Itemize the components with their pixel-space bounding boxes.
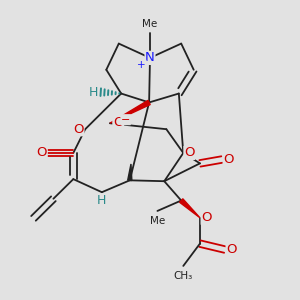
Text: O: O: [201, 211, 212, 224]
Text: O: O: [37, 146, 47, 160]
Text: H: H: [97, 194, 106, 207]
Text: CH₃: CH₃: [174, 271, 193, 281]
Polygon shape: [180, 199, 200, 218]
Text: O: O: [223, 153, 234, 166]
Text: O: O: [184, 146, 194, 160]
Text: Me: Me: [142, 19, 158, 29]
Text: O: O: [74, 123, 84, 136]
Text: N: N: [145, 51, 155, 64]
Polygon shape: [128, 164, 132, 181]
Text: −: −: [121, 115, 130, 125]
Text: H: H: [89, 85, 98, 98]
Text: Me: Me: [150, 216, 165, 226]
Polygon shape: [110, 100, 150, 123]
Text: O: O: [113, 116, 123, 129]
Text: +: +: [137, 60, 146, 70]
Text: O: O: [226, 243, 237, 256]
